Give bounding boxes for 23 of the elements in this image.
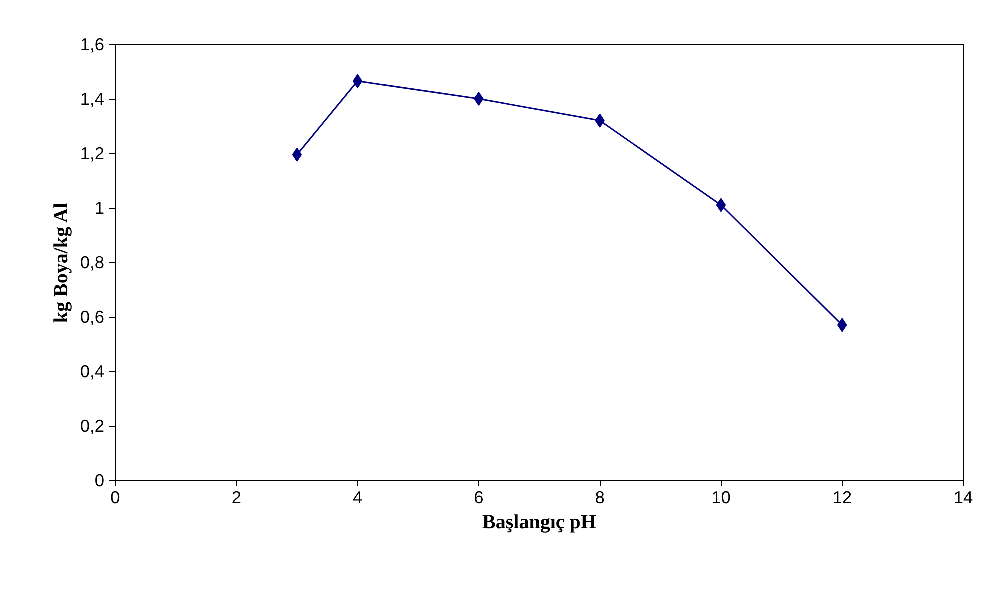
y-tick-label: 0,4 bbox=[80, 362, 105, 382]
x-axis-title: Başlangıç pH bbox=[482, 512, 597, 534]
point bbox=[352, 74, 363, 88]
x-tick-label: 4 bbox=[352, 488, 363, 508]
x-tick-label: 10 bbox=[712, 488, 731, 508]
x-tick-label: 2 bbox=[232, 488, 242, 508]
x-tick-label: 8 bbox=[595, 488, 605, 508]
y-tick-label: 0 bbox=[94, 470, 105, 490]
y-tick-label: 1,6 bbox=[80, 34, 105, 54]
x-tick-label: 6 bbox=[474, 488, 484, 508]
point bbox=[716, 198, 726, 212]
y-axis-title: kg Boya/kg Al bbox=[50, 202, 72, 324]
y-tick-label: 0,2 bbox=[80, 416, 105, 436]
x-tick-label: 14 bbox=[954, 488, 974, 508]
point bbox=[474, 92, 484, 106]
y-tick-label: 1,4 bbox=[80, 89, 105, 109]
y-tick-label: 0,8 bbox=[80, 252, 105, 272]
y-tick-label: 0,6 bbox=[80, 307, 105, 327]
point bbox=[292, 148, 302, 162]
x-tick-label: 12 bbox=[832, 488, 852, 508]
y-tick-label: 1 bbox=[94, 198, 105, 218]
y-tick-label: 1,2 bbox=[80, 144, 105, 164]
x-tick-label: 0 bbox=[110, 488, 120, 508]
